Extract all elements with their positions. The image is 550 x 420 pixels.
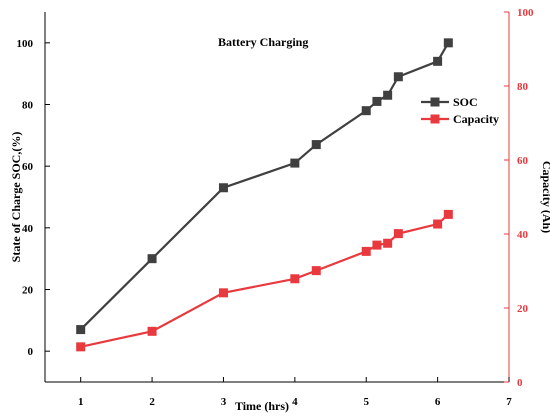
legend-capacity-label: Capacity: [453, 112, 499, 126]
y-axis-title: State of Charge SOC,(%): [9, 132, 23, 263]
y2-tick-label: 0: [517, 377, 523, 389]
y-tick-label: 40: [22, 223, 34, 235]
soc-point: [443, 38, 453, 48]
x-tick-label: 7: [506, 396, 512, 408]
capacity-point: [433, 219, 443, 229]
capacity-point: [383, 238, 393, 248]
legend: SOC Capacity: [421, 95, 499, 126]
x-tick-label: 1: [78, 396, 84, 408]
x-tick-label: 5: [363, 396, 369, 408]
y-tick-label: 60: [22, 161, 34, 173]
y-tick-label: 100: [17, 38, 34, 50]
soc-point: [433, 56, 443, 66]
soc-point: [372, 96, 382, 106]
y2-tick-label: 40: [517, 229, 529, 241]
legend-soc-label: SOC: [453, 95, 478, 109]
soc-point: [76, 325, 86, 335]
soc-point: [218, 183, 228, 193]
soc-series-line: [79, 42, 450, 331]
capacity-series-line: [80, 213, 450, 348]
x-tick-label: 4: [292, 396, 298, 408]
capacity-point: [361, 246, 371, 256]
x-tick-label: 3: [221, 396, 227, 408]
capacity-point: [147, 326, 157, 336]
capacity-point: [76, 342, 86, 352]
x-tick-label: 2: [149, 396, 155, 408]
legend-capacity-marker: [430, 114, 440, 124]
capacity-point: [290, 274, 300, 284]
y2-tick-label: 20: [517, 303, 529, 315]
x-tick-label: 6: [435, 396, 441, 408]
soc-point: [383, 90, 393, 100]
y-tick-label: 20: [22, 285, 34, 297]
y-tick-label: 80: [22, 100, 34, 112]
y2-tick-label: 80: [517, 81, 529, 93]
y-tick-label: 0: [28, 346, 34, 358]
soc-point: [290, 158, 300, 168]
y2-axis-title: Capacity (Ah): [540, 161, 550, 233]
series-layer: [76, 38, 453, 352]
capacity-point: [218, 288, 228, 298]
soc-point: [393, 72, 403, 82]
chart-title: Battery Charging: [218, 35, 308, 49]
y2-tick-label: 60: [517, 155, 529, 167]
soc-point: [361, 106, 371, 116]
x-axis-title: Time (hrs): [235, 399, 289, 413]
y2-tick-label: 100: [517, 7, 534, 19]
capacity-point: [372, 240, 382, 250]
capacity-point: [443, 209, 453, 219]
capacity-point: [311, 266, 321, 276]
soc-point: [311, 140, 321, 150]
soc-point: [147, 254, 157, 264]
legend-soc-marker: [430, 97, 440, 107]
capacity-point: [393, 229, 403, 239]
